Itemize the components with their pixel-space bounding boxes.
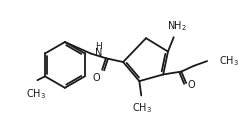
Text: NH$_2$: NH$_2$ — [167, 20, 186, 33]
Text: O: O — [187, 80, 195, 90]
Text: CH$_3$: CH$_3$ — [132, 101, 152, 115]
Text: H: H — [95, 42, 102, 51]
Text: CH$_3$: CH$_3$ — [25, 87, 46, 101]
Text: CH$_3$: CH$_3$ — [219, 54, 239, 68]
Text: N: N — [95, 48, 102, 57]
Text: O: O — [93, 73, 100, 84]
